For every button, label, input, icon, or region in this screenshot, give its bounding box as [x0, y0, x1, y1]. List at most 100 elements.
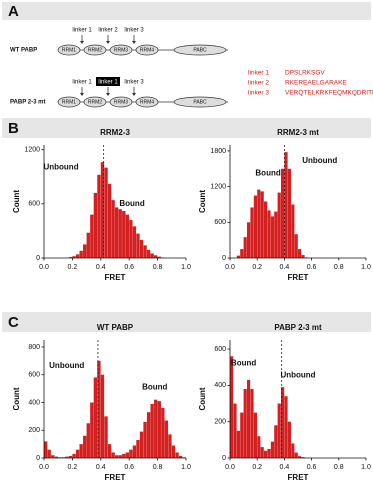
y-tick-label: 800 — [28, 344, 40, 351]
domain — [57, 96, 81, 108]
histogram-bar — [132, 445, 137, 458]
charts: RRM2-3 0.0 0.2 0.4 0.6 0.8 1.0 0 600 1200 FRET Coun… — [12, 128, 371, 482]
histogram-bar — [298, 456, 302, 458]
sequence-name: linker 3 — [248, 90, 269, 97]
sequence-name: linker 1 — [248, 70, 269, 77]
arrow-head — [80, 41, 84, 44]
histogram-bar — [118, 209, 122, 258]
histogram-bar — [284, 396, 288, 458]
histogram-bar — [277, 403, 281, 458]
arrow-head — [132, 93, 136, 96]
histogram-bar — [281, 168, 285, 258]
domain-label: RRM1 — [62, 47, 76, 53]
histogram-bar — [168, 434, 172, 458]
annotation: Bound — [231, 359, 256, 368]
histogram-bar — [86, 232, 90, 258]
histogram-bar — [264, 450, 268, 458]
histogram-bar — [75, 449, 80, 458]
histogram-bar — [270, 441, 274, 458]
y-tick-label: 0 — [222, 455, 226, 462]
histogram-bar — [111, 200, 115, 258]
arrow-head — [106, 93, 110, 96]
y-tick-label: 600 — [214, 346, 226, 353]
histogram-bar — [253, 412, 257, 458]
y-tick-label: 600 — [28, 372, 40, 379]
x-tick-label: 1.0 — [181, 464, 191, 471]
histogram-bar — [270, 216, 274, 258]
histogram-bar — [284, 152, 288, 258]
histogram-bar — [83, 435, 87, 458]
annotation: Unbound — [43, 163, 78, 172]
domain-label: RRM2 — [88, 47, 102, 53]
x-tick-label: 0.6 — [307, 464, 317, 471]
x-tick-label: 0.0 — [39, 264, 49, 271]
histogram-bar — [264, 201, 268, 258]
histogram-bar — [72, 256, 76, 258]
domain — [109, 44, 133, 56]
histogram-bar — [107, 183, 112, 258]
domain-label: RRM3 — [114, 99, 128, 105]
histogram-bar — [253, 195, 257, 258]
x-tick-label: 0.2 — [68, 264, 78, 271]
y-tick-label: 600 — [28, 201, 40, 208]
histogram-bar — [68, 257, 73, 258]
histogram-bar — [115, 207, 119, 258]
annotation: Unbound — [49, 361, 84, 370]
domain-label: PABC — [193, 47, 207, 53]
annotation: Bound — [142, 382, 167, 391]
y-tick-label: 400 — [28, 399, 40, 406]
x-tick-label: 0.8 — [334, 264, 344, 271]
panel-letter: C — [8, 314, 19, 331]
histogram-bar — [122, 453, 126, 458]
panel-letter: B — [8, 120, 19, 137]
histogram-bar — [90, 214, 94, 258]
x-tick-label: 0.0 — [225, 264, 235, 271]
histogram-bar — [150, 403, 154, 458]
domain-label: RRM4 — [140, 47, 154, 53]
histogram-bar — [240, 412, 244, 458]
histogram-bar — [164, 420, 169, 458]
histogram-bar — [157, 401, 161, 458]
histogram-bar — [122, 210, 126, 258]
linker-label: linker 3 — [124, 80, 144, 86]
histogram-bar — [274, 211, 278, 258]
panel-bar — [2, 2, 371, 20]
histogram-bar — [93, 377, 98, 458]
y-tick-label: 200 — [28, 427, 40, 434]
histogram-bar — [93, 192, 98, 258]
domain — [83, 44, 107, 56]
histogram-bar — [51, 455, 55, 458]
chart-title: RRM2-3 mt — [277, 128, 319, 137]
y-axis-label: Count — [198, 190, 207, 213]
histogram-bar — [230, 356, 234, 458]
histogram-bar — [243, 389, 247, 458]
histogram-bar — [143, 421, 147, 458]
histogram-bar — [47, 449, 51, 458]
annotation: Bound — [255, 168, 280, 177]
panel-bar — [2, 118, 371, 138]
histogram-bar — [257, 436, 261, 458]
histogram-bar — [294, 452, 298, 458]
histogram-bar — [281, 387, 285, 458]
histogram-bar — [129, 449, 133, 458]
x-tick-label: 0.6 — [124, 264, 134, 271]
sequence: DPSLRKSGV — [285, 70, 325, 77]
x-tick-label: 0.4 — [96, 264, 106, 271]
histogram-bar — [129, 220, 133, 258]
histogram-bar — [143, 245, 147, 258]
x-axis-label: FRET — [288, 273, 309, 282]
histogram-bar — [277, 192, 281, 258]
histogram-bar — [97, 174, 101, 258]
histogram-bar — [247, 222, 251, 258]
x-axis-label: FRET — [105, 273, 126, 282]
linker-box — [96, 77, 120, 86]
histogram-bar — [79, 444, 83, 458]
histogram-bar — [267, 448, 271, 458]
y-tick-label: 1200 — [210, 183, 226, 190]
histogram-bar — [107, 444, 112, 458]
histogram-bar — [83, 244, 87, 258]
y-tick-label: 600 — [214, 219, 226, 226]
histogram-bar — [274, 425, 278, 458]
histogram-bar — [146, 249, 151, 258]
